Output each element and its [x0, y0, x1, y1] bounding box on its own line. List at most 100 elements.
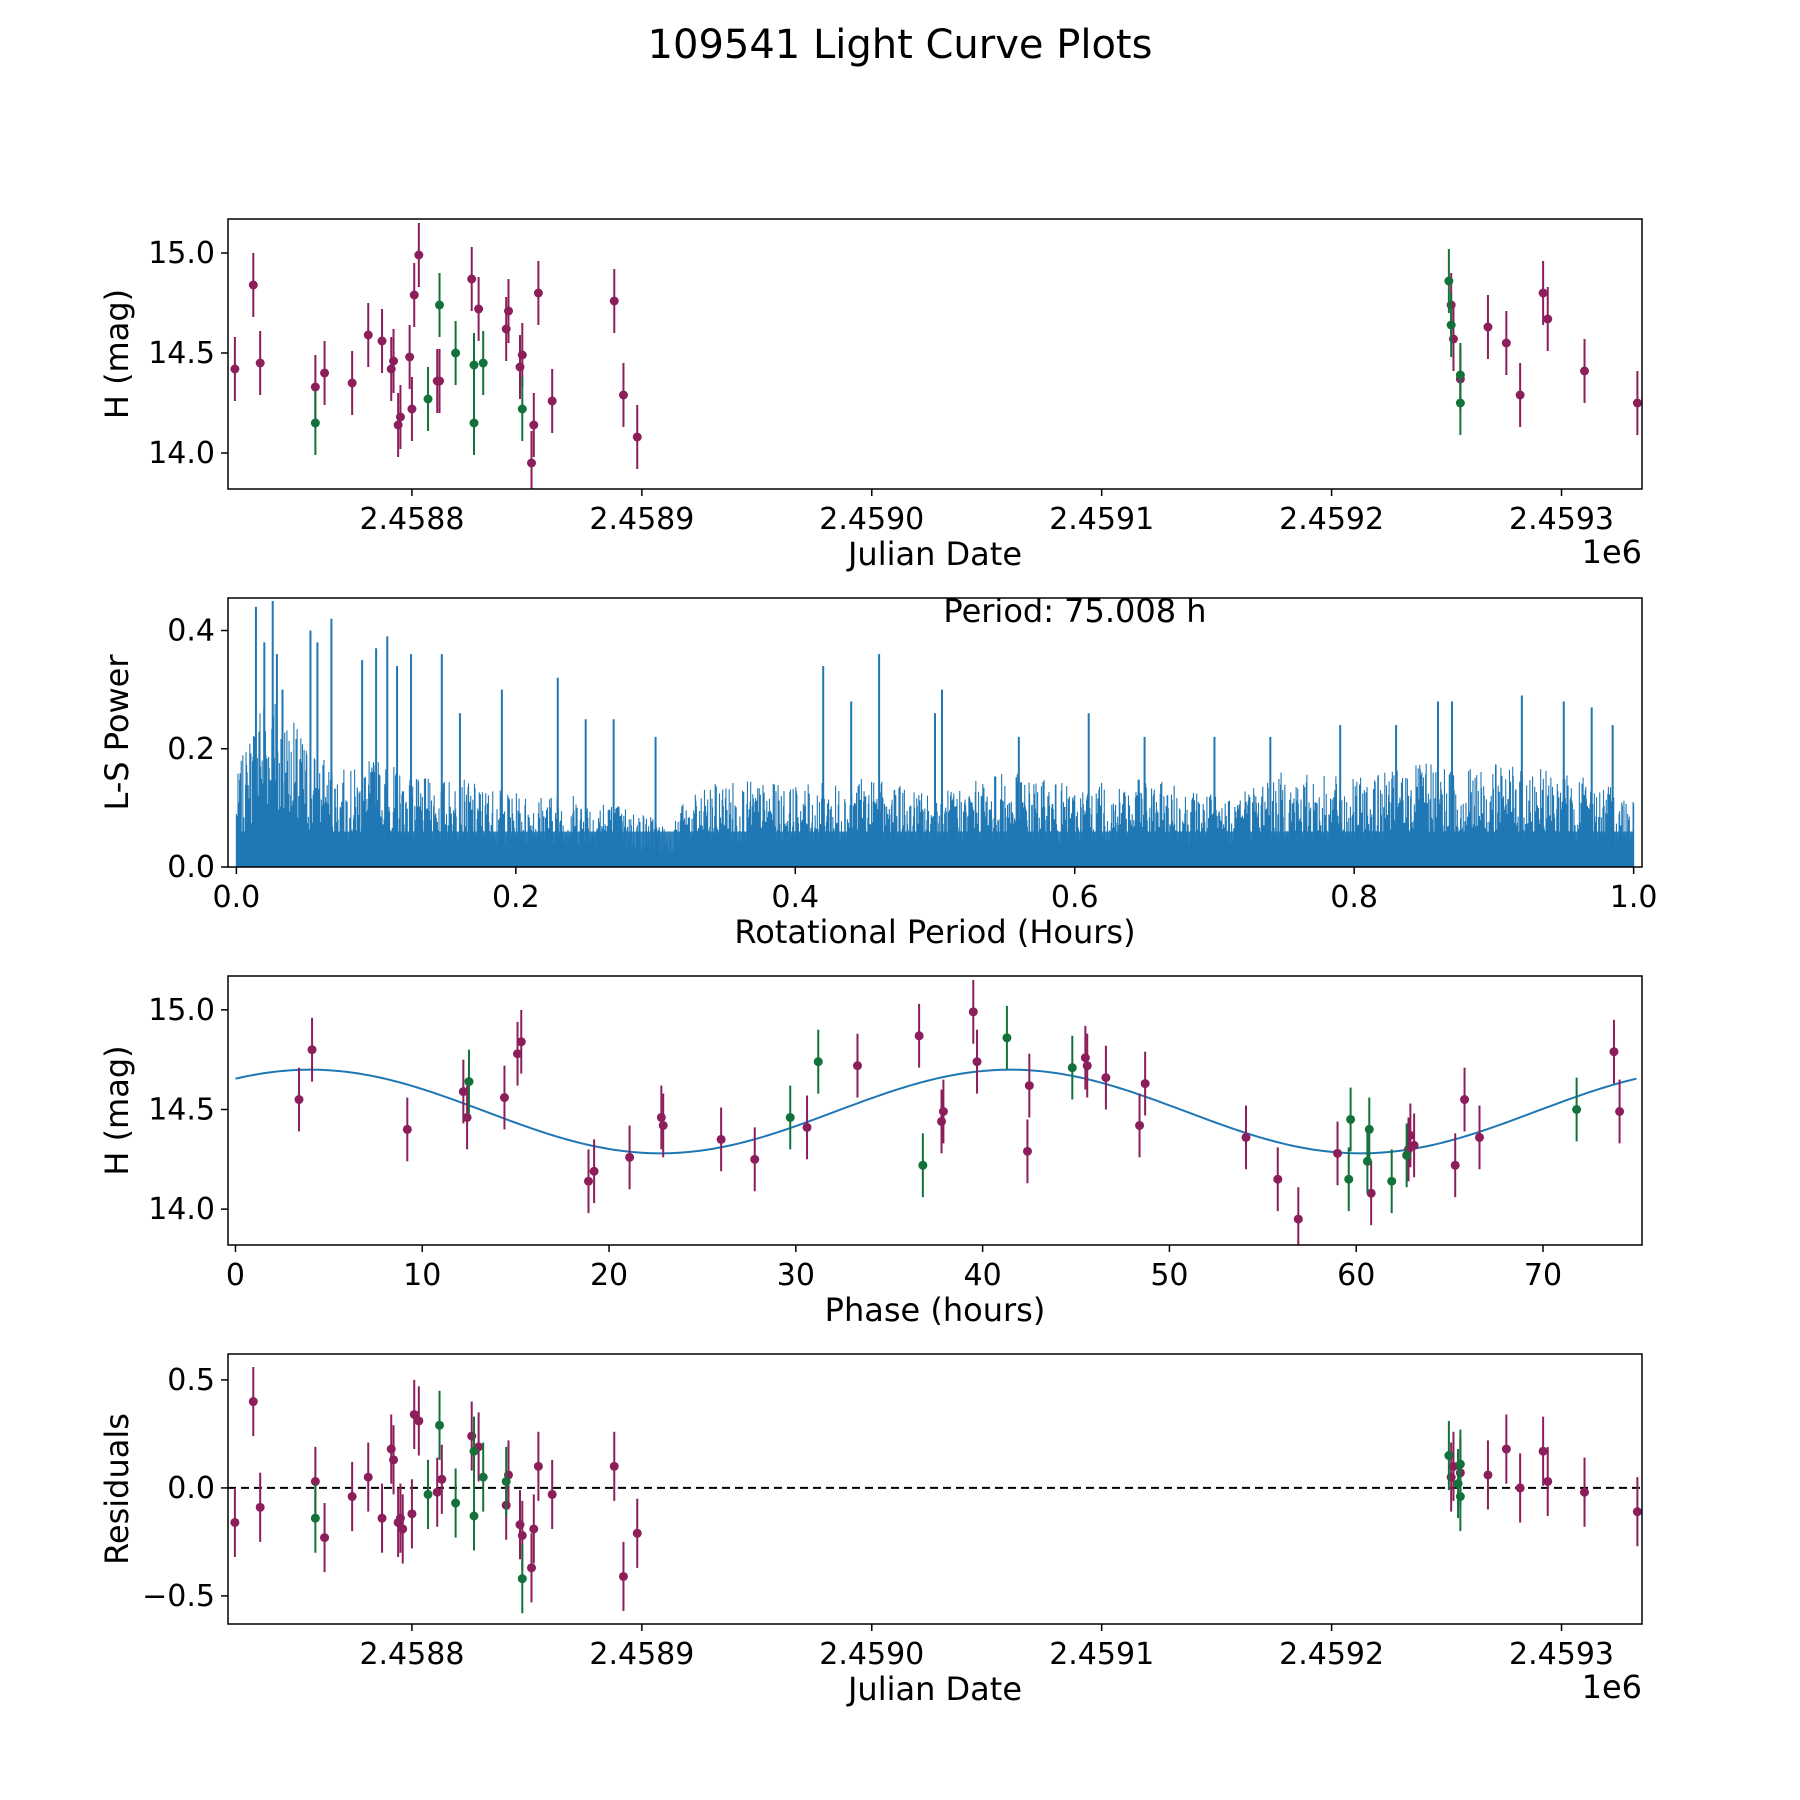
data-point: [813, 1057, 823, 1067]
data-point: [310, 1476, 320, 1486]
data-point: [547, 1489, 557, 1499]
x-tick-label: 0.4: [771, 880, 819, 915]
x-tick-label: 1.0: [1610, 880, 1658, 915]
x-tick-label: 0.2: [492, 880, 540, 915]
data-point: [402, 1124, 412, 1134]
data-point: [499, 1093, 509, 1103]
data-point: [1409, 1140, 1419, 1150]
x-tick-label: 30: [777, 1258, 815, 1293]
data-point: [618, 390, 628, 400]
data-point: [1615, 1106, 1625, 1116]
y-tick-label: 0.2: [167, 732, 215, 767]
x-tick-label: 2.4590: [819, 1637, 924, 1672]
data-point: [1501, 338, 1511, 348]
data-point: [1444, 276, 1454, 286]
data-point: [1024, 1081, 1034, 1091]
data-point: [407, 404, 417, 414]
data-point: [914, 1031, 924, 1041]
y-tick-label: −0.5: [142, 1579, 215, 1614]
data-point: [625, 1152, 635, 1162]
data-point: [1474, 1132, 1484, 1142]
data-point: [462, 1112, 472, 1122]
data-point: [1538, 1446, 1548, 1456]
data-point: [1387, 1176, 1397, 1186]
x-axis-label: Julian Date: [846, 535, 1022, 573]
x-tick-label: 2.4592: [1279, 502, 1384, 537]
data-point: [1483, 322, 1493, 332]
data-point: [632, 1528, 642, 1538]
x-tick-label: 2.4591: [1049, 1637, 1154, 1672]
model-curve: [235, 1068, 1637, 1155]
x-tick-label: 0.0: [213, 880, 261, 915]
data-point: [526, 458, 536, 468]
y-tick-label: 14.0: [148, 1192, 215, 1227]
x-tick-label: 2.4588: [359, 1637, 464, 1672]
data-point: [409, 1409, 419, 1419]
data-point: [785, 1112, 795, 1122]
plot-area: [235, 600, 1635, 867]
data-point: [469, 1511, 479, 1521]
x-tick-label: 70: [1524, 1258, 1562, 1293]
x-tick-label: 2.4593: [1509, 502, 1614, 537]
data-point: [1450, 1160, 1460, 1170]
series-green: [464, 1005, 1582, 1214]
data-point: [516, 1037, 526, 1047]
data-point: [1405, 1130, 1415, 1140]
data-point: [1293, 1214, 1303, 1224]
data-point: [517, 404, 527, 414]
data-point: [1501, 1444, 1511, 1454]
axes-frame: [227, 975, 1643, 1246]
data-point: [1067, 1063, 1077, 1073]
power-peaks: [254, 600, 1614, 867]
data-point: [310, 418, 320, 428]
series-red: [230, 1366, 1642, 1612]
data-point: [414, 1416, 424, 1426]
data-point: [389, 1455, 399, 1465]
period-annotation: Period: 75.008 h: [943, 592, 1206, 630]
data-point: [407, 1509, 417, 1519]
data-point: [1080, 1053, 1090, 1063]
data-point: [432, 1487, 442, 1497]
y-tick-label: 15.0: [148, 993, 215, 1028]
data-point: [1273, 1174, 1283, 1184]
x-tick-label: 2.4593: [1509, 1637, 1614, 1672]
data-point: [414, 250, 424, 260]
panel-residuals: 2.4588 2.4589 2.4590 2.4591 2.4592 2.4593 −0.5…: [98, 1353, 1643, 1708]
data-point: [423, 1489, 433, 1499]
data-point: [609, 1461, 619, 1471]
data-point: [474, 304, 484, 314]
data-point: [1580, 1487, 1590, 1497]
data-point: [363, 1472, 373, 1482]
data-point: [972, 1057, 982, 1067]
data-point: [529, 420, 539, 430]
x-axis-label: Rotational Period (Hours): [734, 913, 1135, 951]
data-point: [1241, 1132, 1251, 1142]
data-point: [547, 396, 557, 406]
data-point: [1543, 314, 1553, 324]
x-tick-label: 2.4589: [589, 1637, 694, 1672]
x-tick-label: 2.4590: [819, 502, 924, 537]
data-point: [310, 382, 320, 392]
x-axis-label: Phase (hours): [825, 1291, 1046, 1329]
data-point: [435, 376, 445, 386]
data-point: [589, 1166, 599, 1176]
data-point: [1446, 320, 1456, 330]
panel-light-curve: 2.4588 2.4589 2.4590 2.4591 2.4592 2.4593 14.0…: [98, 218, 1643, 573]
data-point: [533, 288, 543, 298]
data-point: [1460, 1095, 1470, 1105]
data-point: [968, 1007, 978, 1017]
data-point: [1580, 366, 1590, 376]
x-tick-label: 2.4588: [359, 502, 464, 537]
data-point: [937, 1116, 947, 1126]
data-point: [347, 1492, 357, 1502]
data-point: [398, 1524, 408, 1534]
data-point: [501, 1476, 511, 1486]
series-green: [310, 1390, 1465, 1614]
data-point: [320, 368, 330, 378]
data-point: [1002, 1033, 1012, 1043]
panel-phase-folded: 0 10 20 30 40 50 60 70 14.0 14.5 15.0 Phase (hours)…: [98, 975, 1643, 1329]
x-tick-label: 0.8: [1330, 880, 1378, 915]
data-point: [504, 306, 514, 316]
data-point: [423, 394, 433, 404]
data-point: [1101, 1073, 1111, 1083]
